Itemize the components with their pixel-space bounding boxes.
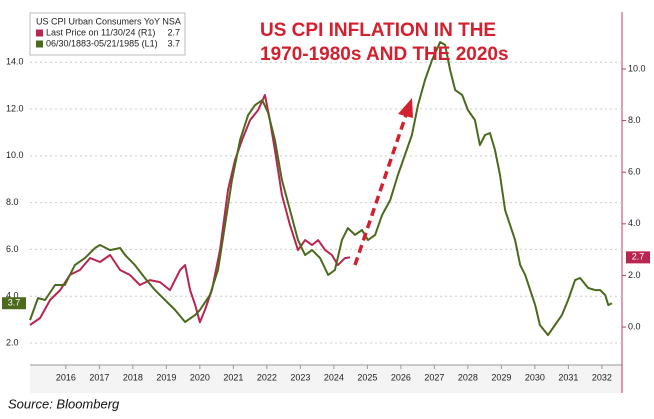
legend-title: US CPI Urban Consumers YoY NSA xyxy=(36,16,181,26)
y2-tick-label: 10.0 xyxy=(628,63,646,73)
legend-swatch xyxy=(36,40,43,48)
legend-label: 06/30/1883-05/21/1985 (L1) xyxy=(46,38,158,48)
x-tick-label: 2027 xyxy=(424,372,444,382)
x-tick-label: 2029 xyxy=(491,372,511,382)
legend-value: 2.7 xyxy=(167,27,180,37)
y-tick-label: 14.0 xyxy=(6,57,24,67)
x-tick-label: 2024 xyxy=(324,372,344,382)
chart-title: US CPI INFLATION IN THE xyxy=(260,20,496,41)
x-tick-label: 2019 xyxy=(156,372,176,382)
legend-value: 3.7 xyxy=(167,38,180,48)
legend-box xyxy=(29,12,186,56)
x-tick-label: 2018 xyxy=(123,372,143,382)
y-tick-label: 4.0 xyxy=(6,291,19,301)
x-tick-label: 2022 xyxy=(257,372,277,382)
y-tick-label: 6.0 xyxy=(6,244,19,254)
y2-tick-label: 4.0 xyxy=(628,218,641,228)
arrow-shaft xyxy=(353,114,408,266)
y2-tick-label: 8.0 xyxy=(628,115,641,125)
x-tick-label: 2017 xyxy=(89,372,109,382)
source: Source: Bloomberg xyxy=(8,396,120,411)
x-tick-label: 2016 xyxy=(56,372,76,382)
last-value-box xyxy=(626,251,650,264)
x-axis-band xyxy=(30,365,622,393)
arrow-head xyxy=(398,98,413,118)
y-tick-label: 2.0 xyxy=(6,337,19,347)
chart-title: 1970-1980s AND THE 2020s xyxy=(260,44,509,65)
legend-label: Last Price on 11/30/24 (R1) xyxy=(46,27,155,37)
y-tick-label: 12.0 xyxy=(6,103,24,113)
x-tick-label: 2030 xyxy=(525,372,545,382)
last-value-label: 3.7 xyxy=(8,298,21,308)
last-value-box xyxy=(2,297,26,310)
y2-tick-label: 2.0 xyxy=(628,270,641,280)
x-tick-label: 2028 xyxy=(458,372,478,382)
legend-swatch xyxy=(36,29,43,37)
y-tick-label: 8.0 xyxy=(6,197,19,207)
x-tick-label: 2031 xyxy=(558,372,578,382)
x-tick-label: 2023 xyxy=(290,372,310,382)
x-tick-label: 2026 xyxy=(391,372,411,382)
x-tick-label: 2021 xyxy=(223,372,243,382)
y2-tick-label: 6.0 xyxy=(628,167,641,177)
last-value-label: 2.7 xyxy=(632,252,645,262)
y2-tick-label: 0.0 xyxy=(628,321,641,331)
x-tick-label: 2020 xyxy=(190,372,210,382)
grid xyxy=(30,61,622,344)
x-tick-label: 2025 xyxy=(357,372,377,382)
series-line xyxy=(29,94,351,326)
x-tick-label: 2032 xyxy=(592,372,612,382)
y-tick-label: 10.0 xyxy=(6,150,24,160)
